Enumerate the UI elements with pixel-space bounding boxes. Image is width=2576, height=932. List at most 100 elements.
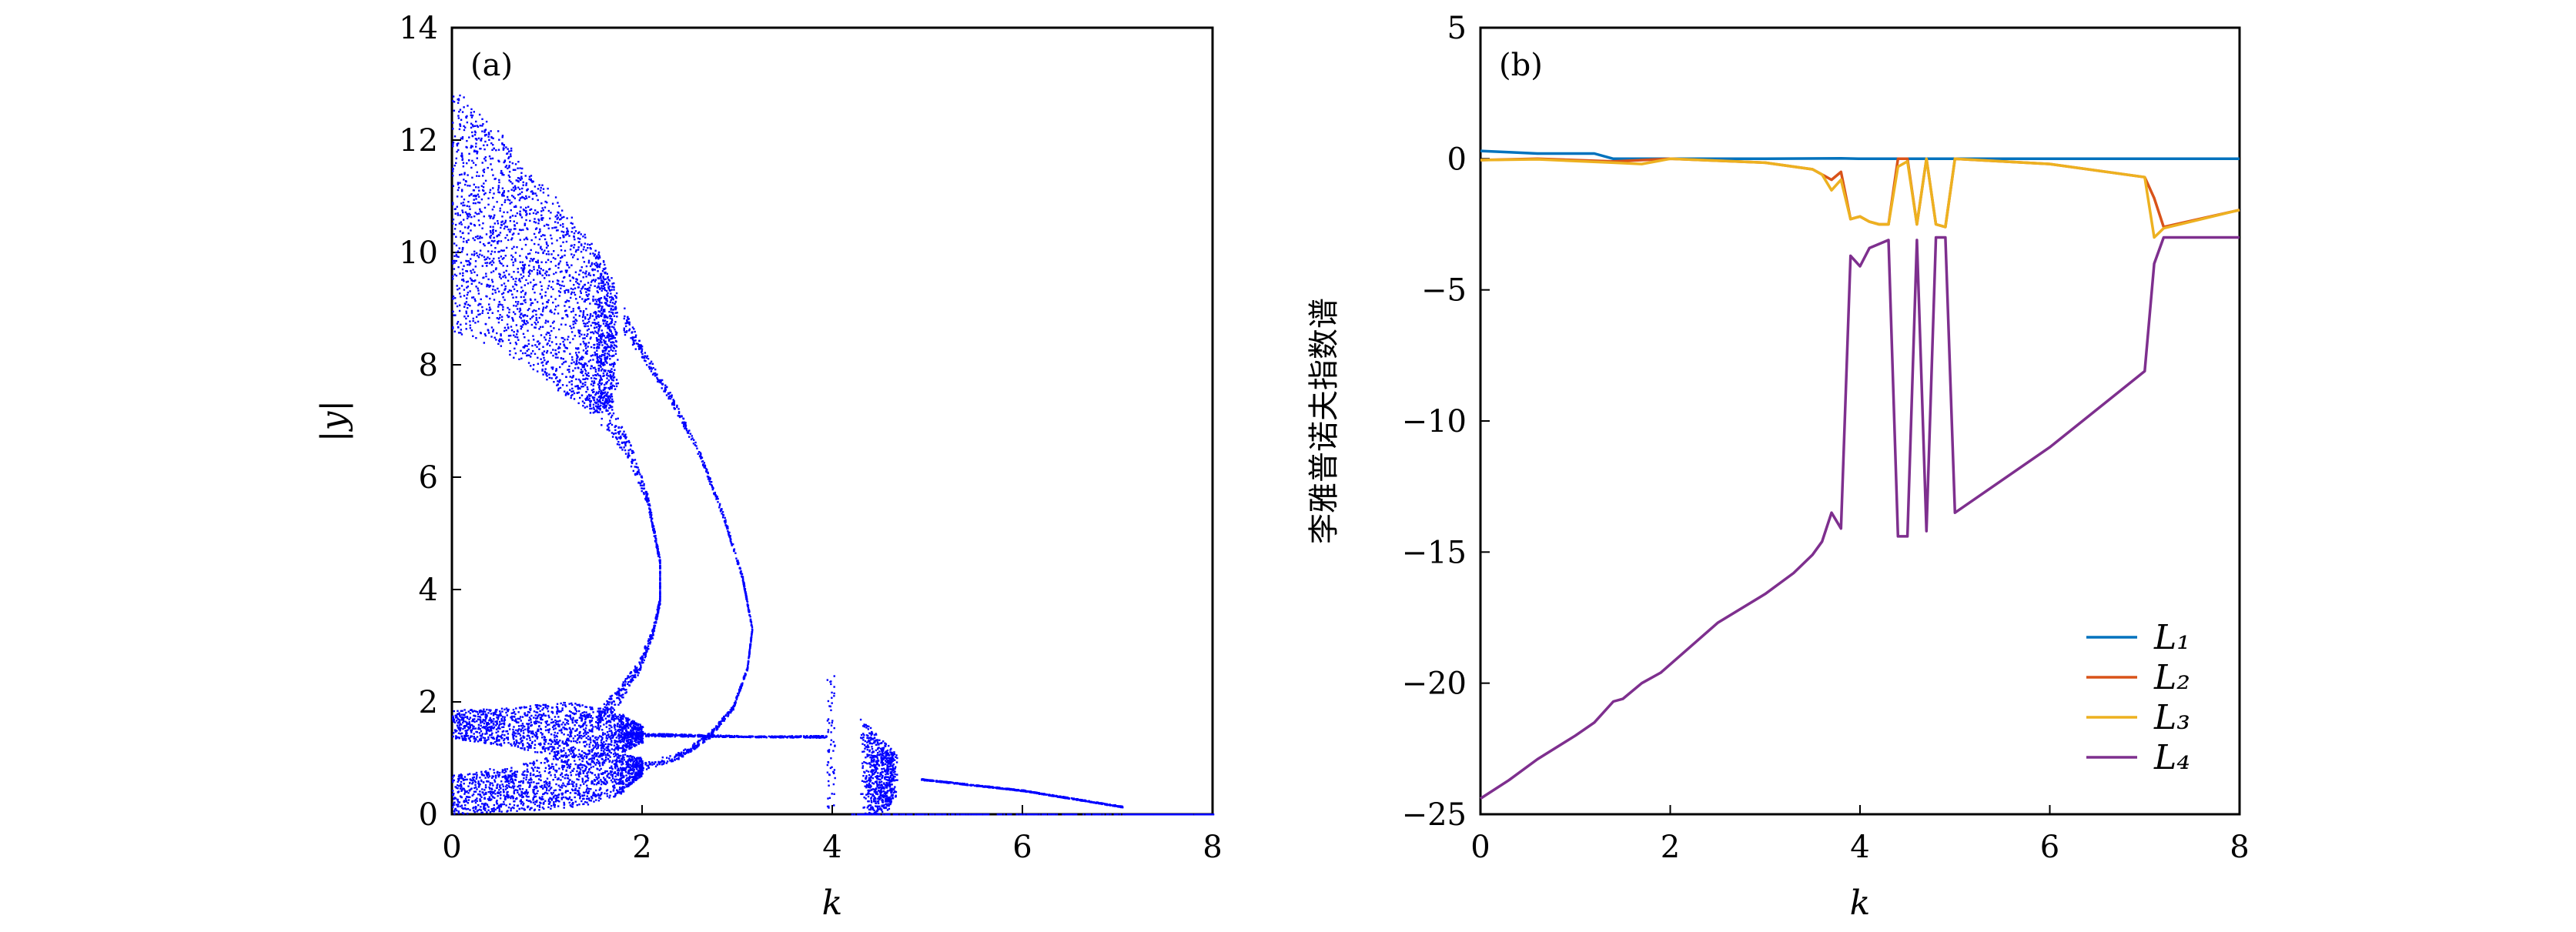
data-point [557,211,559,214]
data-point [606,377,608,379]
data-point [618,730,621,733]
data-point [585,374,588,376]
data-point [480,710,483,713]
data-point [458,713,461,716]
data-point [597,723,600,726]
data-point [528,175,531,178]
data-point [477,718,480,720]
data-point [624,680,627,683]
data-point [557,387,560,390]
data-point [610,406,612,409]
data-point [665,733,667,736]
data-point [452,735,454,738]
data-point [564,346,567,349]
data-point [620,695,622,697]
data-point [577,282,579,285]
data-point [614,345,617,347]
data-point [560,218,562,220]
data-point [464,211,467,214]
data-point [691,437,694,439]
data-point [718,722,720,724]
data-point [487,712,490,714]
data-point [711,486,714,489]
data-point [498,139,500,141]
data-point [475,150,478,152]
data-point [531,259,534,262]
data-point [659,576,661,580]
data-point [583,333,586,336]
data-point [499,262,501,264]
data-point [618,693,621,696]
data-point [506,225,509,228]
data-point [503,717,506,720]
data-point [647,499,651,502]
data-point [530,732,533,734]
data-point [483,171,486,173]
data-point [743,585,746,588]
data-point [483,708,485,710]
data-point [539,281,542,283]
data-point [659,586,661,589]
data-point [608,355,611,357]
data-point [520,327,523,330]
data-point [598,287,601,289]
data-point [698,744,700,747]
data-point [488,262,491,265]
data-point [492,712,494,714]
data-point [610,292,612,295]
data-point [465,240,468,242]
data-point [732,707,734,710]
data-point [642,653,645,655]
data-point [528,354,530,356]
data-point [609,374,612,376]
data-point [677,414,679,417]
data-point [504,219,507,222]
data-point [530,302,533,305]
data-point [553,372,555,376]
data-point [598,326,601,329]
data-point [484,140,487,143]
data-point [514,188,517,190]
data-point [474,236,477,239]
data-point [717,501,719,503]
data-point [701,734,703,737]
data-point [597,286,600,289]
data-point [452,218,455,221]
data-point [600,333,603,336]
data-point [653,626,655,630]
data-point [618,443,621,446]
data-point [569,731,571,733]
data-point [572,390,574,393]
data-point [647,499,650,501]
data-point [509,342,512,345]
data-point [639,344,641,346]
data-point [527,362,530,364]
data-point [501,143,503,145]
data-point [664,384,667,386]
data-point [578,359,581,361]
data-point [700,455,702,458]
data-point [488,726,490,729]
data-point [590,367,592,370]
data-point [605,360,607,363]
data-point [472,335,474,338]
data-point [690,438,693,441]
data-point [597,359,599,362]
data-point [655,546,657,548]
data-point [687,430,690,433]
data-point [490,730,493,732]
data-point [674,734,677,737]
data-point [547,332,550,335]
data-point [500,249,503,252]
data-point [571,227,574,229]
data-point [679,734,682,737]
data-point [750,639,752,641]
data-point [508,273,510,276]
data-point [577,237,580,239]
data-point [711,731,713,733]
data-point [540,268,542,270]
data-point [507,228,510,231]
data-point [584,369,587,372]
data-point [570,729,572,731]
data-point [509,153,512,155]
